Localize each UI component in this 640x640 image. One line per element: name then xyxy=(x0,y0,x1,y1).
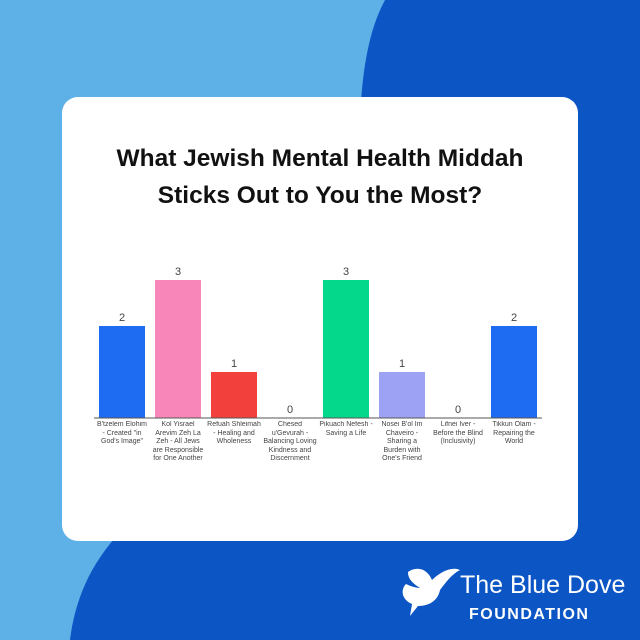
x-label-box: Refuah Shleimah - Healing and Wholeness xyxy=(207,421,261,446)
dove-icon xyxy=(402,568,460,616)
value-label: 3 xyxy=(343,266,349,278)
value-label: 0 xyxy=(455,404,461,416)
bar xyxy=(99,326,145,418)
title-box: What Jewish Mental Health Middah Sticks … xyxy=(116,145,524,209)
value-label: 1 xyxy=(399,358,405,370)
x-label-box: B'tzelem Elohim - Created "in God's Imag… xyxy=(97,421,147,446)
logo: The Blue Dove FOUNDATION xyxy=(402,568,625,623)
logo-tagline: FOUNDATION xyxy=(469,606,589,623)
chart-title: What Jewish Mental Health Middah Sticks … xyxy=(116,145,524,209)
x-tick-label: Kol Yisrael Arevim Zeh La Zeh - All Jews… xyxy=(152,421,204,463)
value-label: 2 xyxy=(511,312,517,324)
x-label-box: Chesed u'Gevurah - Balancing Loving Kind… xyxy=(263,421,317,463)
bar xyxy=(491,326,537,418)
x-tick-label: Nosei B'ol Im Chaveiro - Sharing a Burde… xyxy=(381,421,423,463)
x-tick-label: Chesed u'Gevurah - Balancing Loving Kind… xyxy=(263,421,317,463)
bar xyxy=(323,280,369,418)
value-label: 2 xyxy=(119,312,125,324)
x-tick-label: B'tzelem Elohim - Created "in God's Imag… xyxy=(97,421,147,446)
bar xyxy=(155,280,201,418)
x-tick-label: Lifnei Iver - Before the Blind (Inclusiv… xyxy=(433,421,483,446)
value-label: 0 xyxy=(287,404,293,416)
bar xyxy=(379,372,425,418)
value-label: 3 xyxy=(175,266,181,278)
card xyxy=(62,97,578,541)
x-tick-label: Refuah Shleimah - Healing and Wholeness xyxy=(207,421,261,446)
x-label-box: Tikkun Olam - Repairing the World xyxy=(492,421,536,446)
x-label-box: Lifnei Iver - Before the Blind (Inclusiv… xyxy=(433,421,483,446)
x-label-box: Kol Yisrael Arevim Zeh La Zeh - All Jews… xyxy=(152,421,204,463)
logo-name: The Blue Dove xyxy=(460,571,625,599)
value-label: 1 xyxy=(231,358,237,370)
bar xyxy=(211,372,257,418)
x-tick-label: Tikkun Olam - Repairing the World xyxy=(492,421,536,446)
x-label-box: Pikuach Nefesh - Saving a Life xyxy=(319,421,373,437)
x-label-box: Nosei B'ol Im Chaveiro - Sharing a Burde… xyxy=(381,421,423,463)
x-tick-label: Pikuach Nefesh - Saving a Life xyxy=(319,421,373,437)
